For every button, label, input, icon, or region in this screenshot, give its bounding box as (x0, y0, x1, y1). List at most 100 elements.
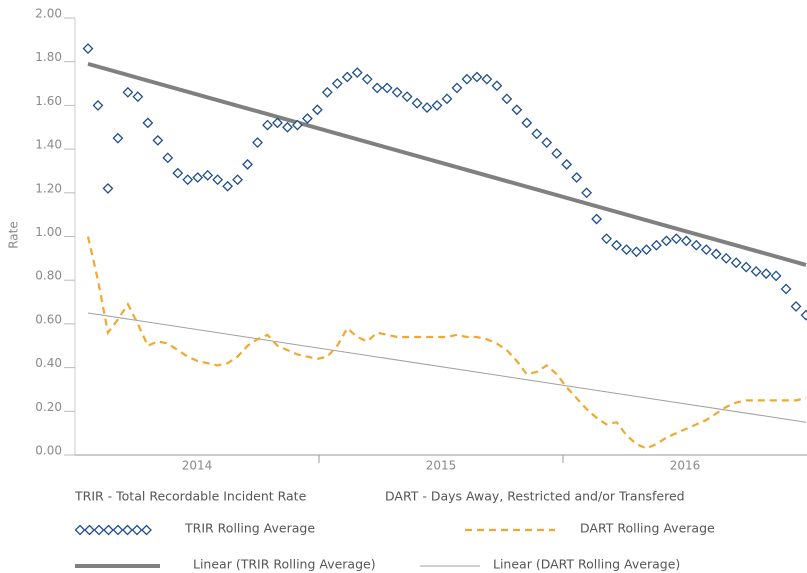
data-point (680, 235, 692, 247)
data-point (800, 309, 807, 321)
legend-swatch (131, 524, 143, 536)
data-point (431, 99, 443, 111)
data-point (511, 104, 523, 116)
data-point (331, 78, 343, 89)
data-point (82, 43, 94, 55)
x-tick-label: 2014 (182, 459, 213, 473)
data-point (660, 235, 672, 247)
data-line (87, 312, 807, 423)
data-point (591, 213, 603, 225)
data-point (232, 174, 244, 186)
data-point (720, 252, 732, 264)
legend: TRIR - Total Recordable Incident Rate DAR… (74, 489, 715, 572)
data-point (670, 233, 682, 245)
data-point (401, 91, 413, 103)
x-tick-label: 2015 (426, 459, 457, 473)
data-point (750, 266, 762, 277)
data-point (202, 169, 214, 181)
data-point (172, 167, 184, 179)
legend-note: TRIR - Total Recordable Incident Rate (74, 489, 307, 504)
data-point (321, 86, 333, 98)
data-point (601, 233, 612, 245)
data-point (521, 117, 533, 129)
data-point (471, 71, 483, 83)
data-point (301, 113, 313, 124)
data-point (381, 82, 393, 94)
data-point (421, 102, 433, 114)
data-point (102, 183, 114, 194)
data-point (112, 132, 124, 144)
data-point (700, 244, 712, 256)
data-point (132, 91, 144, 103)
y-tick-label: 0.20 (35, 400, 62, 414)
legend-label: TRIR Rolling Average (184, 521, 315, 536)
data-line (87, 61, 807, 267)
y-tick-label: 1.20 (35, 181, 62, 195)
y-tick-label: 2.00 (35, 7, 62, 21)
data-point (441, 93, 453, 105)
data-point (790, 301, 802, 312)
data-point (142, 117, 154, 129)
data-point (182, 174, 194, 186)
y-tick-label: 0.60 (35, 312, 62, 326)
data-point (780, 283, 792, 295)
legend-swatch (74, 524, 86, 536)
y-tick-label: 1.60 (35, 94, 62, 108)
plot-area (82, 43, 807, 450)
data-point (740, 261, 752, 273)
data-point (272, 117, 283, 129)
legend-swatch (122, 524, 133, 536)
data-point (451, 82, 463, 94)
data-point (122, 86, 134, 98)
data-point (212, 174, 224, 186)
data-point (760, 268, 772, 280)
data-point (341, 71, 353, 83)
data-point (551, 148, 563, 159)
data-point (631, 246, 642, 258)
legend-label: Linear (DART Rolling Average) (493, 557, 680, 572)
data-point (641, 244, 652, 256)
data-point (192, 172, 204, 183)
data-point (621, 244, 632, 256)
legend-swatch (84, 524, 95, 536)
data-point (152, 134, 164, 146)
y-tick-label: 1.80 (35, 50, 62, 64)
legend-label: Linear (TRIR Rolling Average) (193, 557, 376, 572)
y-tick-label: 1.00 (35, 225, 62, 239)
data-point (491, 80, 503, 92)
data-point (282, 121, 293, 133)
data-point (252, 137, 263, 148)
data-line (86, 236, 807, 450)
data-point (461, 73, 473, 85)
data-point (611, 239, 622, 251)
data-point (391, 86, 403, 98)
data-point (291, 119, 303, 131)
data-point (371, 82, 383, 94)
y-tick-label: 1.40 (35, 138, 62, 152)
data-point (770, 270, 782, 282)
legend-swatch (112, 524, 124, 536)
data-point (561, 158, 573, 170)
data-point (411, 97, 423, 109)
data-point (571, 172, 583, 183)
y-tick-label: 0.80 (35, 269, 62, 283)
y-axis-label: Rate (7, 221, 21, 249)
data-point (650, 239, 662, 251)
data-point (710, 248, 722, 260)
data-point (730, 257, 742, 269)
data-point (361, 73, 373, 85)
y-tick-label: 0.00 (35, 444, 62, 458)
data-point (262, 119, 273, 131)
legend-swatch (93, 524, 105, 536)
data-point (351, 67, 363, 79)
data-point (541, 137, 553, 148)
data-point (242, 158, 253, 170)
data-point (311, 104, 323, 116)
data-point (690, 239, 702, 251)
legend-swatch (141, 524, 152, 536)
data-point (501, 93, 513, 105)
data-point (92, 99, 104, 111)
legend-swatch (103, 524, 114, 536)
data-point (581, 187, 593, 199)
